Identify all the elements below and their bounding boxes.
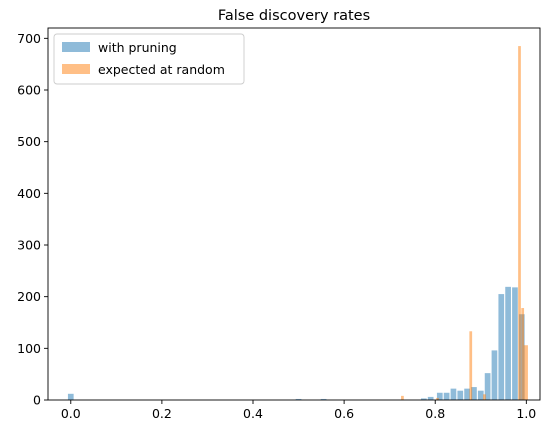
bar xyxy=(477,390,484,400)
bar xyxy=(450,388,457,400)
y-axis: 0 100 200 300 400 500 600 700 xyxy=(17,31,48,408)
x-tick-label: 0.8 xyxy=(425,406,445,421)
bar xyxy=(295,398,302,400)
y-tick-label: 400 xyxy=(17,186,41,201)
y-tick-label: 700 xyxy=(17,31,41,46)
bar xyxy=(320,398,327,400)
bar xyxy=(523,345,528,400)
legend-label: expected at random xyxy=(98,62,225,77)
bar xyxy=(518,46,521,400)
x-axis: 0.0 0.2 0.4 0.6 0.8 1.0 xyxy=(61,400,536,421)
bar xyxy=(471,387,477,400)
y-tick-label: 600 xyxy=(17,83,41,98)
y-tick-label: 0 xyxy=(33,393,41,408)
y-tick-label: 200 xyxy=(17,289,41,304)
bar xyxy=(491,350,498,400)
legend-swatch xyxy=(62,64,90,74)
x-tick-label: 0.4 xyxy=(243,406,263,421)
bar xyxy=(401,395,404,400)
bar xyxy=(483,394,486,400)
bar xyxy=(484,373,491,400)
bar xyxy=(512,287,518,400)
bars-layer xyxy=(67,46,528,400)
legend-box xyxy=(53,33,245,85)
bar xyxy=(436,397,439,400)
y-tick-label: 100 xyxy=(17,341,41,356)
x-tick-label: 0.6 xyxy=(334,406,354,421)
bar xyxy=(457,390,464,400)
legend-label: with pruning xyxy=(98,40,177,55)
x-tick-label: 0.0 xyxy=(61,406,81,421)
plot-frame xyxy=(47,27,541,401)
y-tick-label: 500 xyxy=(17,134,41,149)
x-tick-label: 1.0 xyxy=(516,406,536,421)
bar xyxy=(464,388,470,400)
bar xyxy=(443,392,450,400)
bar xyxy=(67,393,74,400)
y-tick-label: 300 xyxy=(17,238,41,253)
legend-swatch xyxy=(62,42,90,52)
bar xyxy=(505,286,511,400)
x-tick-label: 0.2 xyxy=(152,406,172,421)
bar xyxy=(427,396,434,400)
bar xyxy=(469,331,473,400)
chart-title: False discovery rates xyxy=(218,8,370,24)
bar xyxy=(521,308,525,400)
legend: with pruning expected at random xyxy=(53,33,245,85)
bar xyxy=(436,392,443,400)
bar xyxy=(498,294,505,400)
bar xyxy=(420,398,427,400)
